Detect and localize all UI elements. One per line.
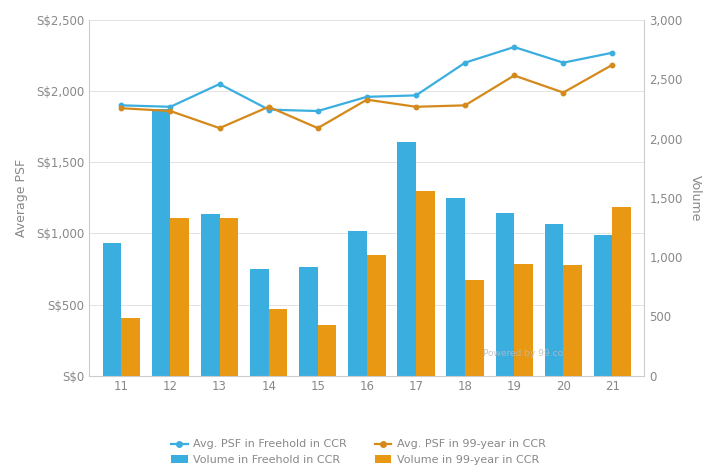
Bar bbox=[171, 218, 189, 376]
Text: Powered by 99.co: Powered by 99.co bbox=[483, 349, 564, 358]
Bar bbox=[269, 309, 288, 376]
Bar bbox=[219, 218, 238, 376]
Y-axis label: Average PSF: Average PSF bbox=[15, 159, 28, 237]
Bar bbox=[201, 214, 219, 376]
Bar bbox=[318, 325, 336, 376]
Bar bbox=[447, 198, 465, 376]
Bar bbox=[367, 255, 386, 376]
Bar bbox=[545, 224, 564, 376]
Y-axis label: Volume: Volume bbox=[689, 175, 702, 221]
Bar bbox=[514, 264, 533, 376]
Bar bbox=[465, 280, 484, 376]
Bar bbox=[612, 207, 631, 376]
Legend: Avg. PSF in Freehold in CCR, Volume in Freehold in CCR, Avg. PSF in 99-year in C: Avg. PSF in Freehold in CCR, Volume in F… bbox=[166, 435, 551, 469]
Bar bbox=[416, 190, 435, 376]
Bar bbox=[152, 109, 171, 376]
Bar bbox=[397, 142, 416, 376]
Bar bbox=[103, 243, 121, 376]
Bar bbox=[564, 266, 582, 376]
Bar bbox=[594, 235, 612, 376]
Bar bbox=[299, 266, 318, 376]
Bar bbox=[348, 231, 367, 376]
Bar bbox=[121, 318, 140, 376]
Bar bbox=[495, 213, 514, 376]
Bar bbox=[250, 269, 269, 376]
